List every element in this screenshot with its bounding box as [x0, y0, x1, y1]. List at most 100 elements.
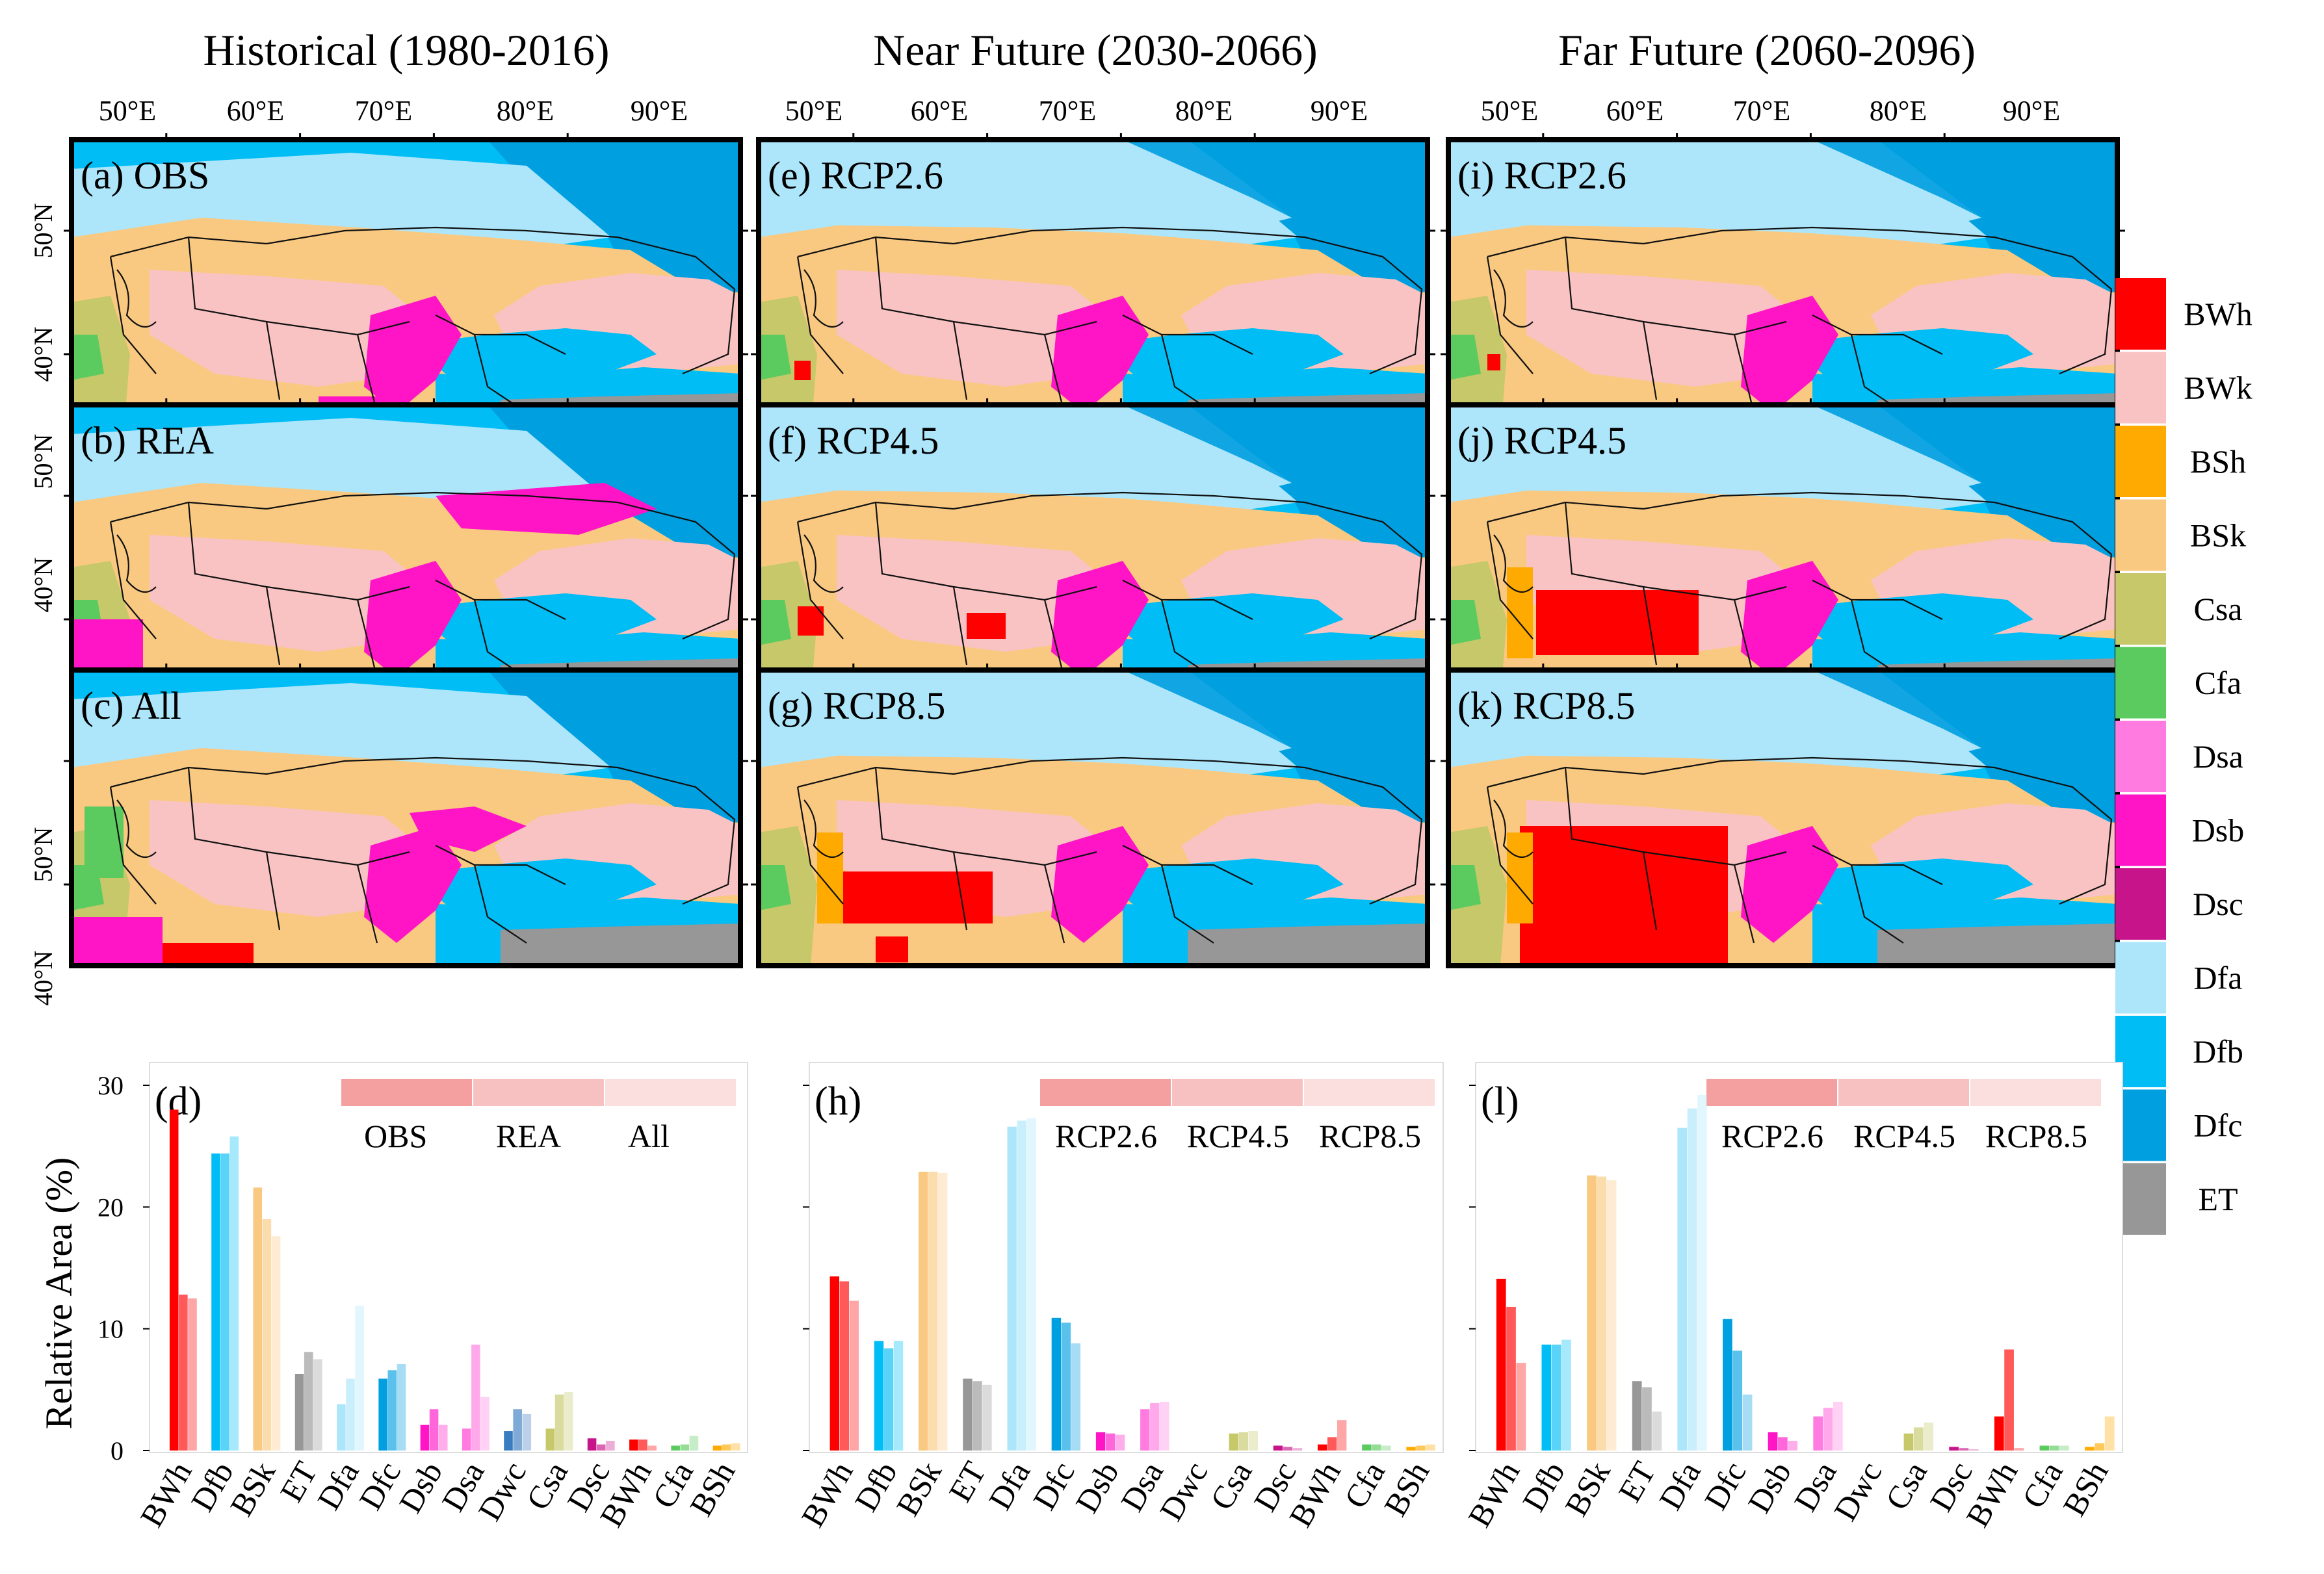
- bar-dfa-rcp85: [1026, 1118, 1036, 1451]
- bar-dfa-rea: [346, 1378, 355, 1451]
- map-panel-label: (i) RCP2.6: [1457, 154, 1626, 197]
- bar-et-all: [313, 1359, 322, 1451]
- lon-tick-label: 90°E: [1311, 95, 1368, 127]
- legend-label: ET: [2198, 1181, 2238, 1217]
- chart-legend-label: All: [628, 1118, 670, 1154]
- bar-bsk-rcp26: [1587, 1175, 1597, 1451]
- legend-label: Dfa: [2194, 960, 2243, 996]
- chart-legend-swatch: [1040, 1079, 1171, 1106]
- legend-item-cfa: Cfa: [2115, 647, 2241, 719]
- chart-legend-swatch: [1970, 1079, 2101, 1106]
- bar-bwh-rea: [179, 1295, 188, 1451]
- map-panels: (a) OBS (b) REA (c) All (e) RCP2.6 (f) RCP4.…: [64, 133, 2125, 968]
- bar-dfb-rcp85: [893, 1341, 904, 1451]
- column-title-far-future: Far Future (2060-2096): [1558, 25, 1976, 75]
- bar-dwc-rea: [513, 1409, 522, 1451]
- map-frame: [69, 667, 743, 968]
- legend-swatch: [2115, 721, 2166, 792]
- legend-item-et: ET: [2115, 1163, 2238, 1235]
- bar-et-rcp45: [1642, 1387, 1652, 1451]
- legend-swatch: [2115, 647, 2166, 719]
- lat-tick-label: 40°N: [29, 951, 58, 1006]
- legend-item-dfc: Dfc: [2115, 1089, 2242, 1161]
- bar-csa-rcp45: [1238, 1432, 1248, 1451]
- bar-bsk-all: [271, 1236, 281, 1451]
- bar-dsa-rcp85: [1833, 1402, 1843, 1451]
- x-tick-label: Dwc: [1153, 1456, 1215, 1527]
- map-panel-label: (c) All: [81, 684, 181, 727]
- bar-bsh-rcp45: [1416, 1445, 1426, 1451]
- bar-bwh-rcp26: [829, 1276, 840, 1451]
- bar-bwh-all: [647, 1445, 657, 1451]
- x-tick-label: BWh: [1461, 1456, 1526, 1533]
- bar-dsc-rea: [596, 1444, 606, 1451]
- bar-bsk-rcp85: [1606, 1180, 1617, 1451]
- bar-bwh-rcp85: [1337, 1420, 1347, 1451]
- column-title-historical: Historical (1980-2016): [203, 25, 609, 75]
- bar-bwh-rcp85: [1516, 1363, 1526, 1451]
- bar-csa-rcp45: [1913, 1427, 1924, 1451]
- bar-bwh-all: [188, 1298, 197, 1451]
- bar-dsb-rcp45: [1778, 1437, 1788, 1451]
- bar-csa-obs: [545, 1428, 555, 1451]
- bar-bsh-rcp85: [1426, 1444, 1435, 1451]
- bar-dfc-rcp85: [1071, 1343, 1081, 1451]
- legend-item-bsk: BSk: [2115, 499, 2246, 571]
- bar-dsb-rcp26: [1768, 1432, 1778, 1451]
- bar-bsh-rcp45: [2095, 1443, 2105, 1451]
- legend-swatch: [2115, 573, 2166, 645]
- bar-cfa-rcp45: [1372, 1444, 1381, 1451]
- bar-dsb-rea: [429, 1409, 439, 1451]
- bar-csa-rcp85: [1924, 1422, 1933, 1451]
- bar-dsa-rcp45: [1823, 1408, 1833, 1451]
- x-tick-label: BWh: [1959, 1456, 2024, 1533]
- chart-legend-rcp85: RCP8.5: [1970, 1079, 2101, 1154]
- bar-dsa-all: [480, 1397, 490, 1451]
- map-panel-label: (a) OBS: [81, 154, 209, 197]
- bar-bsh-rea: [722, 1444, 731, 1451]
- chart-legend-swatch: [605, 1079, 736, 1106]
- bar-dsb-obs: [420, 1425, 430, 1451]
- legend-label: BSh: [2190, 443, 2246, 480]
- lat-tick-label: 40°N: [29, 558, 58, 613]
- bar-dfb-obs: [211, 1153, 220, 1451]
- map-panel-far_26: (i) RCP2.6: [1441, 133, 2125, 438]
- chart-legend-label: RCP8.5: [1985, 1118, 2087, 1154]
- map-panel-label: (g) RCP8.5: [768, 684, 945, 727]
- chart-legend-rcp85: RCP8.5: [1304, 1079, 1435, 1154]
- bar-et-rcp85: [982, 1384, 992, 1451]
- lat-tick-label: 40°N: [29, 327, 58, 382]
- chart-legend-label: RCP4.5: [1853, 1118, 1955, 1154]
- x-tick-label: BSh: [683, 1456, 742, 1523]
- bar-dsa-rcp26: [1813, 1416, 1823, 1451]
- x-tick-label: Dfb: [1515, 1456, 1572, 1517]
- legend-label: Dsc: [2193, 886, 2243, 922]
- legend-swatch: [2115, 352, 2166, 424]
- bar-dfc-rcp45: [1061, 1322, 1071, 1451]
- x-tick-label: Dfa: [310, 1456, 366, 1516]
- lon-tick-label: 50°E: [99, 95, 156, 127]
- lon-ticks-col1: 50°E 60°E 70°E 80°E 90°E: [99, 95, 688, 127]
- bar-cfa-rcp26: [1362, 1444, 1372, 1451]
- legend-label: Dfb: [2193, 1033, 2243, 1070]
- bar-cfa-rcp45: [2049, 1445, 2059, 1451]
- bar-cfa-rcp85: [2059, 1445, 2069, 1451]
- lon-tick-label: 70°E: [1039, 95, 1096, 127]
- bar-dwc-all: [522, 1413, 532, 1451]
- bar-dfa-rcp45: [1017, 1120, 1026, 1451]
- lon-tick-label: 50°E: [785, 95, 842, 127]
- bar-dsa-obs: [462, 1428, 471, 1451]
- x-tick-label: Dfa: [982, 1456, 1038, 1516]
- bar-dfb-rcp26: [874, 1341, 884, 1451]
- bar-chart-2: (l)RCP2.6 RCP4.5 RCP8.5BWhDfbBSkETDfaDfcDs…: [1461, 1062, 2123, 1533]
- chart-legend-obs: OBS: [341, 1079, 472, 1154]
- lon-tick-label: 50°E: [1481, 95, 1538, 127]
- bar-dsa-rcp85: [1160, 1402, 1169, 1451]
- bar-dfa-rcp45: [1687, 1108, 1697, 1451]
- y-tick-label: 10: [98, 1315, 124, 1344]
- lon-tick-label: 80°E: [497, 95, 554, 127]
- lon-tick-label: 60°E: [1606, 95, 1664, 127]
- bar-bwh-rcp85: [849, 1300, 859, 1451]
- legend-swatch: [2115, 278, 2166, 350]
